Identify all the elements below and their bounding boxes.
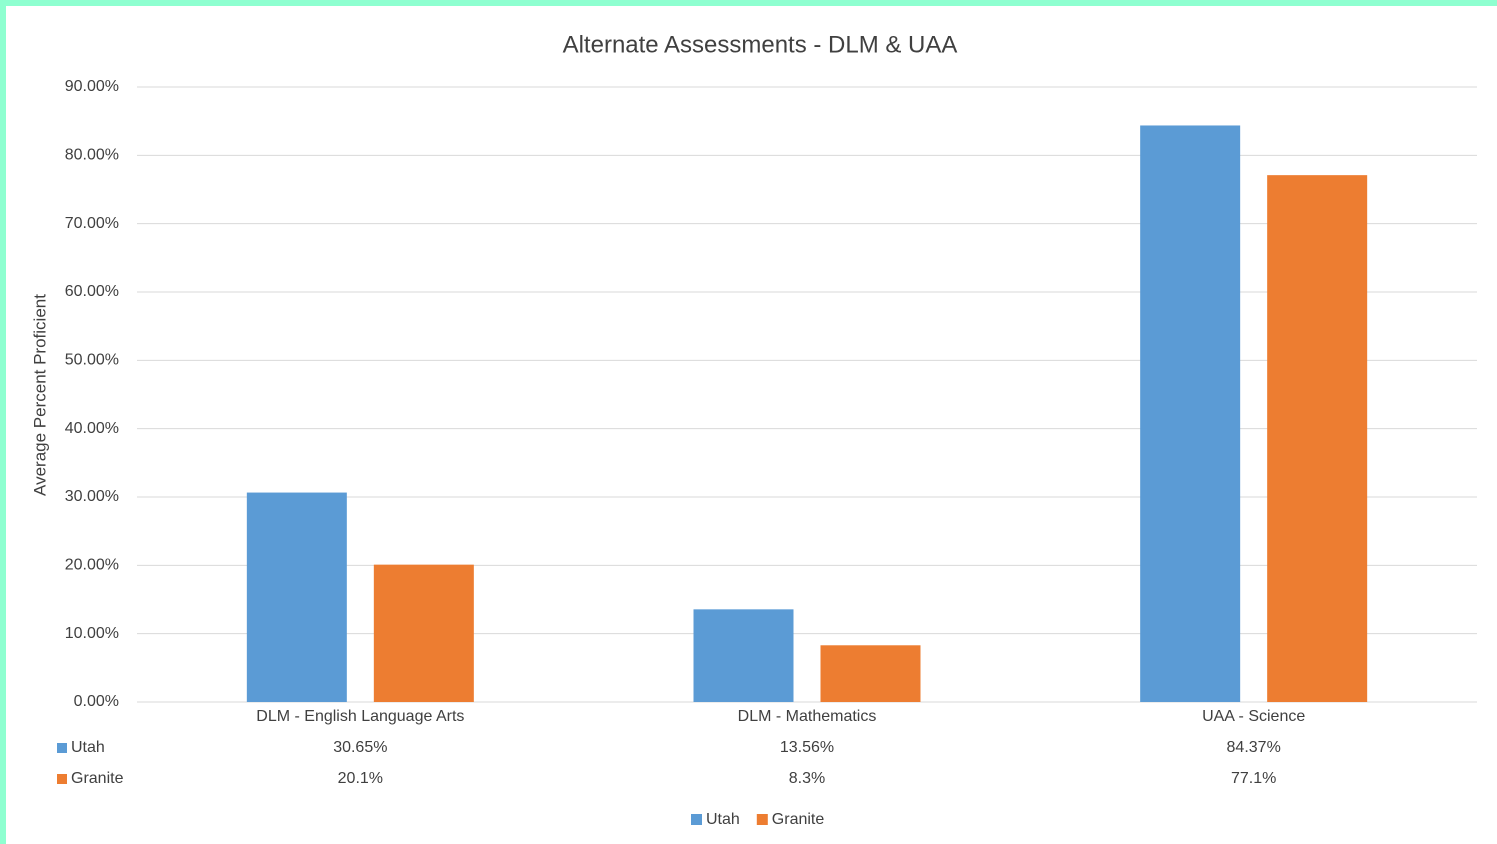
data-table-series: Utah [71,739,105,756]
y-tick-label: 20.00% [65,557,119,574]
bar [373,564,474,702]
y-tick-label: 60.00% [65,283,119,300]
bar [1267,175,1368,702]
bar [820,645,921,702]
y-axis-label: Average Percent Proficient [30,294,49,496]
x-tick-label: DLM - Mathematics [738,708,877,725]
bar [1140,125,1241,702]
y-tick-label: 0.00% [74,693,119,710]
y-tick-label: 10.00% [65,625,119,642]
legend-label: Granite [772,811,825,828]
data-table-key [57,743,67,753]
legend-swatch [691,814,702,825]
legend-label: Utah [706,811,740,828]
data-table-value: 13.56% [780,739,834,756]
data-table-value: 8.3% [789,770,825,787]
x-tick-label: UAA - Science [1202,708,1305,725]
data-table-value: 77.1% [1231,770,1276,787]
data-table-key [57,774,67,784]
y-tick-label: 40.00% [65,420,119,437]
y-tick-label: 50.00% [65,352,119,369]
y-tick-label: 90.00% [65,78,119,95]
chart-area [6,6,1497,844]
y-tick-label: 30.00% [65,488,119,505]
data-table-value: 30.65% [333,739,387,756]
bar [246,492,347,702]
y-tick-label: 70.00% [65,215,119,232]
chart-title: Alternate Assessments - DLM & UAA [563,31,958,58]
y-tick-label: 80.00% [65,147,119,164]
x-tick-label: DLM - English Language Arts [256,708,464,725]
data-table-value: 84.37% [1227,739,1281,756]
legend-swatch [756,814,768,825]
data-table-value: 20.1% [338,770,383,787]
bar [693,609,794,702]
data-table-series: Granite [71,770,124,787]
